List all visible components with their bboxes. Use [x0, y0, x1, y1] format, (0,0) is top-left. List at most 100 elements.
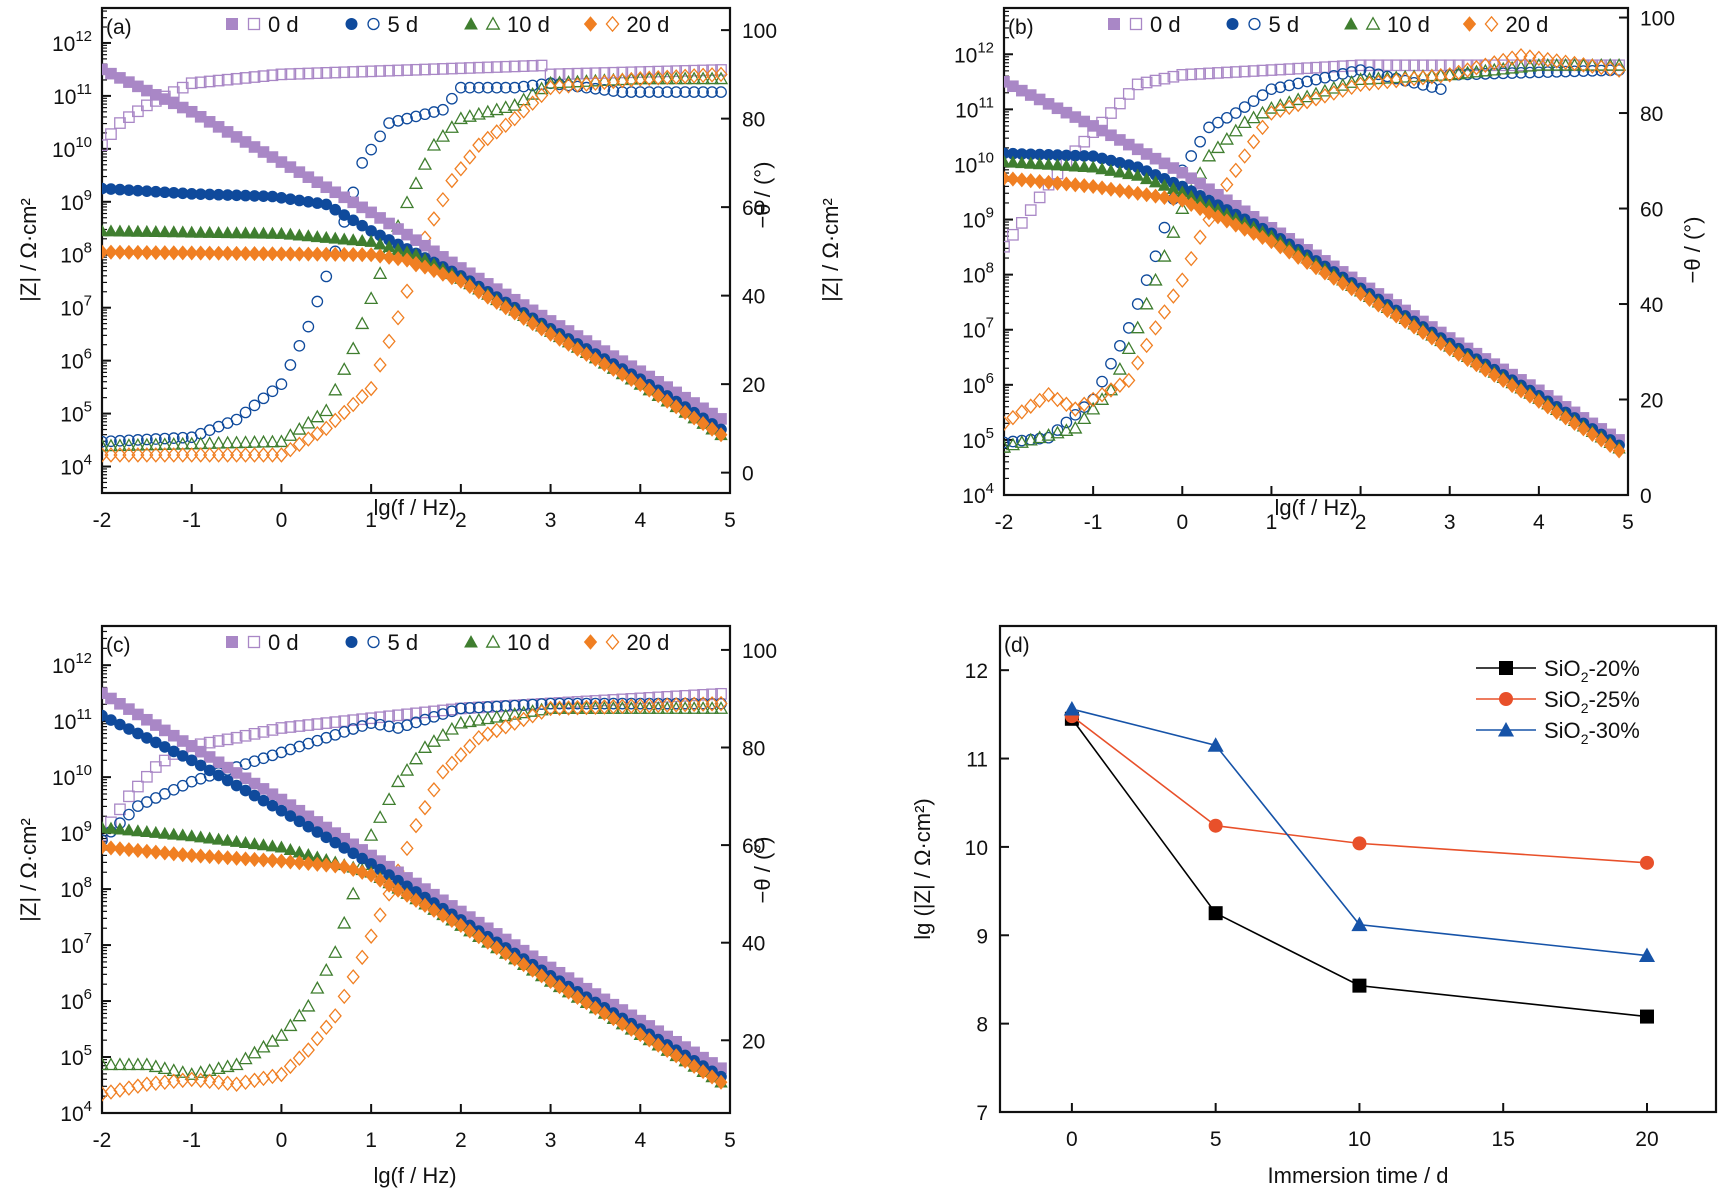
- phase-point: [1210, 140, 1226, 154]
- impedance-point: [472, 929, 486, 945]
- impedance-point: [176, 828, 190, 841]
- impedance-point: [1086, 178, 1100, 195]
- legend-open-marker: [367, 17, 380, 31]
- impedance-point: [319, 230, 333, 243]
- phase-point: [1255, 119, 1270, 136]
- phase-point: [1185, 68, 1198, 81]
- phase-point: [401, 64, 413, 76]
- phase-point: [184, 1067, 199, 1080]
- phase-point: [1068, 420, 1083, 434]
- legend-label: 5 d: [388, 630, 419, 655]
- impedance-point: [310, 230, 324, 243]
- impedance-point: [373, 248, 387, 264]
- phase-point: [247, 447, 262, 463]
- phase-point: [1122, 372, 1136, 389]
- phase-point: [239, 72, 252, 84]
- phase-point: [401, 112, 413, 125]
- phase-point: [499, 60, 512, 73]
- impedance-point: [661, 381, 673, 393]
- phase-point: [669, 69, 683, 85]
- impedance-point: [615, 1016, 629, 1032]
- impedance-point: [606, 361, 620, 377]
- impedance-point: [176, 101, 189, 114]
- impedance-point: [1131, 143, 1144, 156]
- impedance-point: [1166, 191, 1180, 207]
- phase-point: [320, 270, 333, 283]
- phase-point: [392, 709, 404, 722]
- impedance-point: [1577, 421, 1590, 437]
- y-left-tick-label: 108: [60, 874, 92, 902]
- phase-point: [167, 447, 181, 463]
- phase-point: [670, 65, 683, 77]
- phase-point: [211, 1061, 226, 1075]
- phase-point: [1122, 88, 1135, 100]
- impedance-point: [1158, 189, 1171, 206]
- impedance-point: [248, 141, 261, 153]
- impedance-point: [1060, 149, 1073, 162]
- impedance-point: [293, 815, 306, 828]
- phase-point: [1220, 176, 1234, 193]
- phase-point: [391, 309, 405, 326]
- impedance-point: [1087, 150, 1099, 162]
- impedance-point: [625, 360, 638, 372]
- phase-point: [293, 720, 306, 732]
- impedance-point: [275, 793, 288, 806]
- phase-point: [1344, 75, 1359, 88]
- impedance-point: [615, 366, 629, 382]
- impedance-point: [660, 1042, 674, 1059]
- series-SiO2-30%: [1063, 701, 1656, 963]
- phase-point: [346, 886, 361, 900]
- impedance-point: [283, 227, 298, 240]
- y-right-axis-label: −θ / (°): [1680, 217, 1705, 284]
- impedance-point: [113, 841, 127, 857]
- phase-point: [561, 700, 576, 716]
- phase-point: [337, 362, 352, 375]
- impedance-point: [1140, 165, 1153, 177]
- data-point: [1207, 737, 1224, 752]
- phase-point: [365, 143, 377, 156]
- impedance-point: [284, 810, 297, 822]
- impedance-point: [239, 245, 252, 262]
- impedance-point: [1336, 275, 1350, 291]
- impedance-point: [624, 371, 638, 387]
- phase-point: [499, 117, 513, 134]
- phase-point: [1229, 162, 1243, 179]
- phase-point: [1292, 77, 1305, 90]
- impedance-point: [553, 979, 566, 995]
- phase-point: [1212, 67, 1224, 79]
- phase-point: [714, 66, 728, 83]
- phase-point: [1540, 57, 1555, 71]
- phase-point: [642, 70, 656, 87]
- impedance-point: [329, 836, 342, 849]
- impedance-point: [517, 957, 531, 973]
- y-left-tick-label: 109: [962, 205, 994, 233]
- impedance-point: [203, 188, 216, 201]
- phase-point: [132, 780, 144, 793]
- phase-point: [1113, 377, 1127, 393]
- phase-point: [1006, 409, 1020, 426]
- phase-point: [589, 697, 602, 710]
- impedance-point: [220, 226, 235, 239]
- phase-point: [221, 447, 235, 463]
- impedance-series-20d: [102, 244, 728, 443]
- phase-point: [310, 980, 325, 994]
- x-tick-label: 4: [1533, 511, 1545, 534]
- phase-point: [1274, 81, 1287, 94]
- phase-point: [113, 447, 127, 463]
- legend-open-marker: [1484, 15, 1499, 33]
- y-left-axis-label: |Z| / Ω·cm²: [16, 198, 41, 302]
- phase-point: [436, 764, 450, 780]
- phase-point: [247, 435, 262, 448]
- phase-point: [490, 81, 503, 94]
- y-left-tick-label: 106: [60, 986, 92, 1014]
- impedance-point: [238, 226, 253, 239]
- impedance-point: [203, 751, 216, 763]
- impedance-point: [490, 283, 503, 295]
- impedance-point: [1004, 76, 1010, 88]
- x-tick-label: 3: [545, 1129, 557, 1152]
- impedance-point: [167, 97, 180, 110]
- phase-point: [1559, 65, 1572, 78]
- plot-frame: [998, 624, 1718, 1114]
- impedance-point: [194, 188, 207, 200]
- phase-point: [1603, 61, 1617, 77]
